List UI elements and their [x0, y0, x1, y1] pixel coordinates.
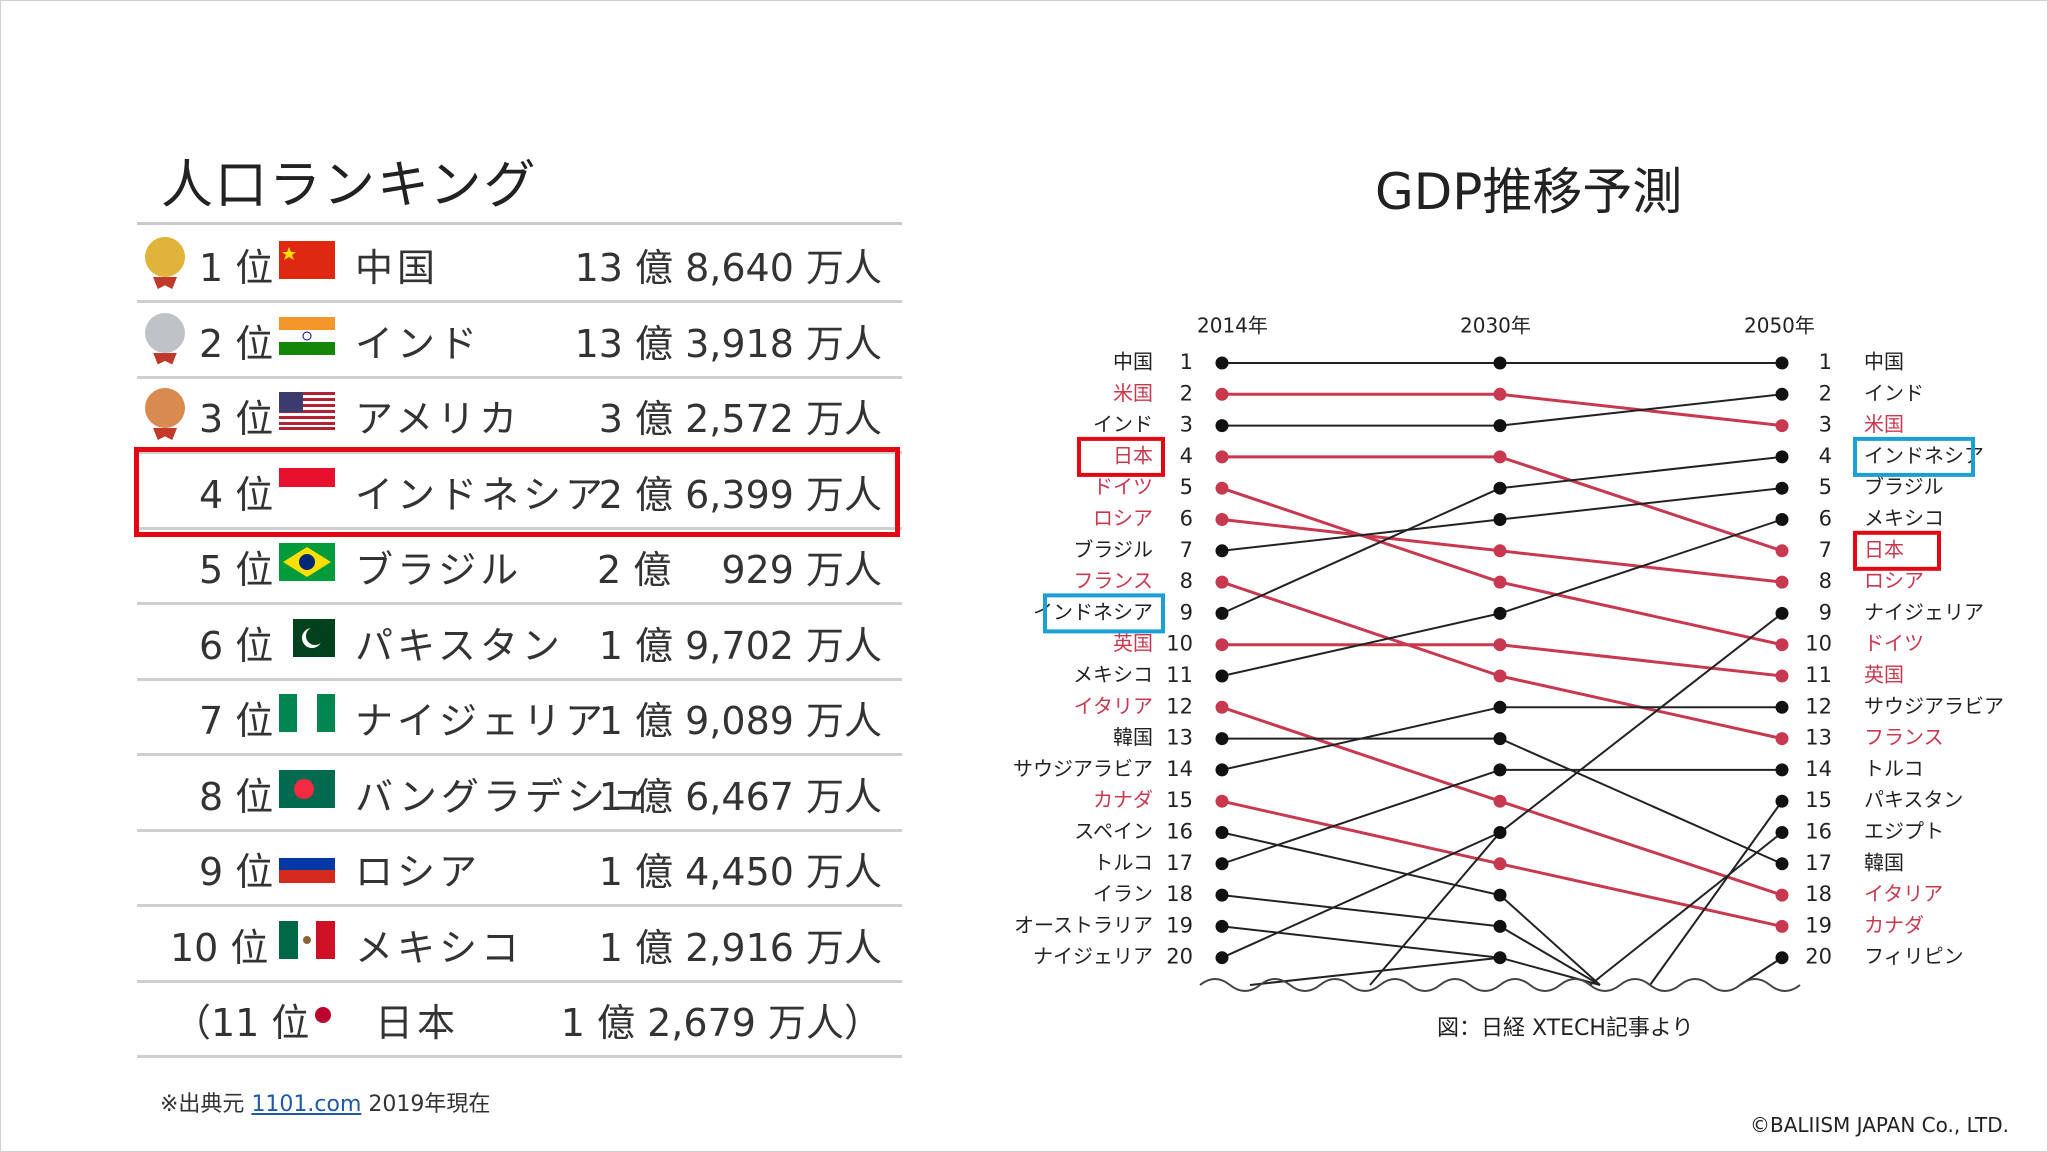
- table-divider: [137, 222, 902, 225]
- mexico-flag-icon: [279, 920, 335, 959]
- source-note: ※出典元 1101.com 2019年現在: [160, 1086, 490, 1118]
- rank-number: 1 位: [199, 246, 274, 290]
- population-ranking-table: 人口ランキング 1 位 中国 13 億 8,640 万人 2 位 インド 13 億 3,9…: [137, 115, 902, 1090]
- rank-number: 7 位: [199, 699, 274, 743]
- country-name: メキシコ: [355, 925, 524, 970]
- pakistan-flag-icon: [279, 618, 335, 657]
- table-row: 7 位 ナイジェリア 1 億 9,089 万人: [137, 678, 902, 756]
- table-row: 4 位 インドネシア 2 億 6,399 万人: [137, 452, 902, 530]
- table-row: 1 位 中国 13 億 8,640 万人: [137, 225, 902, 303]
- country-name: アメリカ: [355, 397, 522, 441]
- ranking-title: 人口ランキング: [161, 156, 538, 216]
- medal-icon: [145, 388, 185, 428]
- rank-number: 8 位: [199, 774, 274, 819]
- population-value: 1 億 6,467 万人: [598, 774, 882, 819]
- table-row: 9 位 ロシア 1 億 4,450 万人: [137, 829, 902, 907]
- source-suffix: 2019年現在: [361, 1092, 491, 1117]
- table-row: 3 位 アメリカ 3 億 2,572 万人: [137, 376, 902, 454]
- indonesia-highlight-box: [134, 447, 900, 537]
- russia-flag-icon: [279, 845, 335, 883]
- population-value: 13 億 3,918 万人: [574, 321, 882, 366]
- japan-flag-icon: [295, 996, 351, 1034]
- country-name: ナイジェリア: [355, 699, 608, 743]
- nigeria-flag-icon: [279, 694, 335, 732]
- country-name: インドネシア: [355, 472, 608, 517]
- rank-number: 6 位: [199, 623, 274, 668]
- chart-caption: 図：日経 XTECH記事より: [1437, 1016, 1694, 1041]
- population-value: 1 億 2,679 万人）: [560, 1001, 882, 1045]
- rank-number: 9 位: [199, 850, 274, 894]
- table-row: 10 位 メキシコ 1 億 2,916 万人: [137, 905, 902, 983]
- bangladesh-flag-icon: [279, 769, 335, 808]
- country-name: 中国: [355, 246, 440, 290]
- medal-icon: [145, 237, 185, 277]
- population-value: 1 億 4,450 万人: [598, 850, 882, 894]
- country-name: ブラジル: [355, 548, 523, 592]
- country-name: バングラデシュ: [355, 774, 651, 819]
- rank-number: 5 位: [199, 548, 274, 592]
- india-flag-icon: [279, 316, 335, 355]
- table-row: 5 位 ブラジル 2 億 929 万人: [137, 527, 902, 605]
- population-value: 1 億 9,702 万人: [598, 623, 882, 668]
- brazil-flag-icon: [279, 543, 335, 581]
- population-value: 1 億 2,916 万人: [598, 925, 882, 970]
- country-name: パキスタン: [355, 623, 564, 668]
- rank-number: （11 位: [173, 1001, 310, 1045]
- table-row: 2 位 インド 13 億 3,918 万人: [137, 301, 902, 379]
- rank-number: 10 位: [170, 925, 269, 970]
- population-value: 2 億 6,399 万人: [598, 472, 882, 517]
- table-row: （11 位 日本 1 億 2,679 万人）: [137, 980, 902, 1058]
- medal-icon: [145, 312, 185, 353]
- table-row: 6 位 パキスタン 1 億 9,702 万人: [137, 603, 902, 681]
- source-link[interactable]: 1101.com: [251, 1092, 362, 1117]
- country-name: 日本: [375, 1001, 460, 1045]
- population-value: 13 億 8,640 万人: [574, 246, 882, 290]
- indonesia-flag-icon: [279, 467, 335, 506]
- rank-number: 3 位: [199, 397, 274, 441]
- country-name: ロシア: [355, 850, 482, 894]
- source-prefix: ※出典元: [160, 1092, 252, 1117]
- table-row: 8 位 バングラデシュ 1 億 6,467 万人: [137, 754, 902, 832]
- rank-number: 4 位: [199, 472, 274, 517]
- gdp-title: GDP推移予測: [1375, 163, 1683, 221]
- copyright: ©BALIISM JAPAN Co., LTD.: [1750, 1113, 2009, 1137]
- rank-number: 2 位: [199, 321, 274, 366]
- population-value: 1 億 9,089 万人: [598, 699, 882, 743]
- usa-flag-icon: [279, 392, 335, 430]
- population-value: 3 億 2,572 万人: [598, 397, 882, 441]
- country-name: インド: [355, 321, 482, 366]
- china-flag-icon: [279, 241, 335, 279]
- population-value: 2 億 929 万人: [597, 548, 882, 592]
